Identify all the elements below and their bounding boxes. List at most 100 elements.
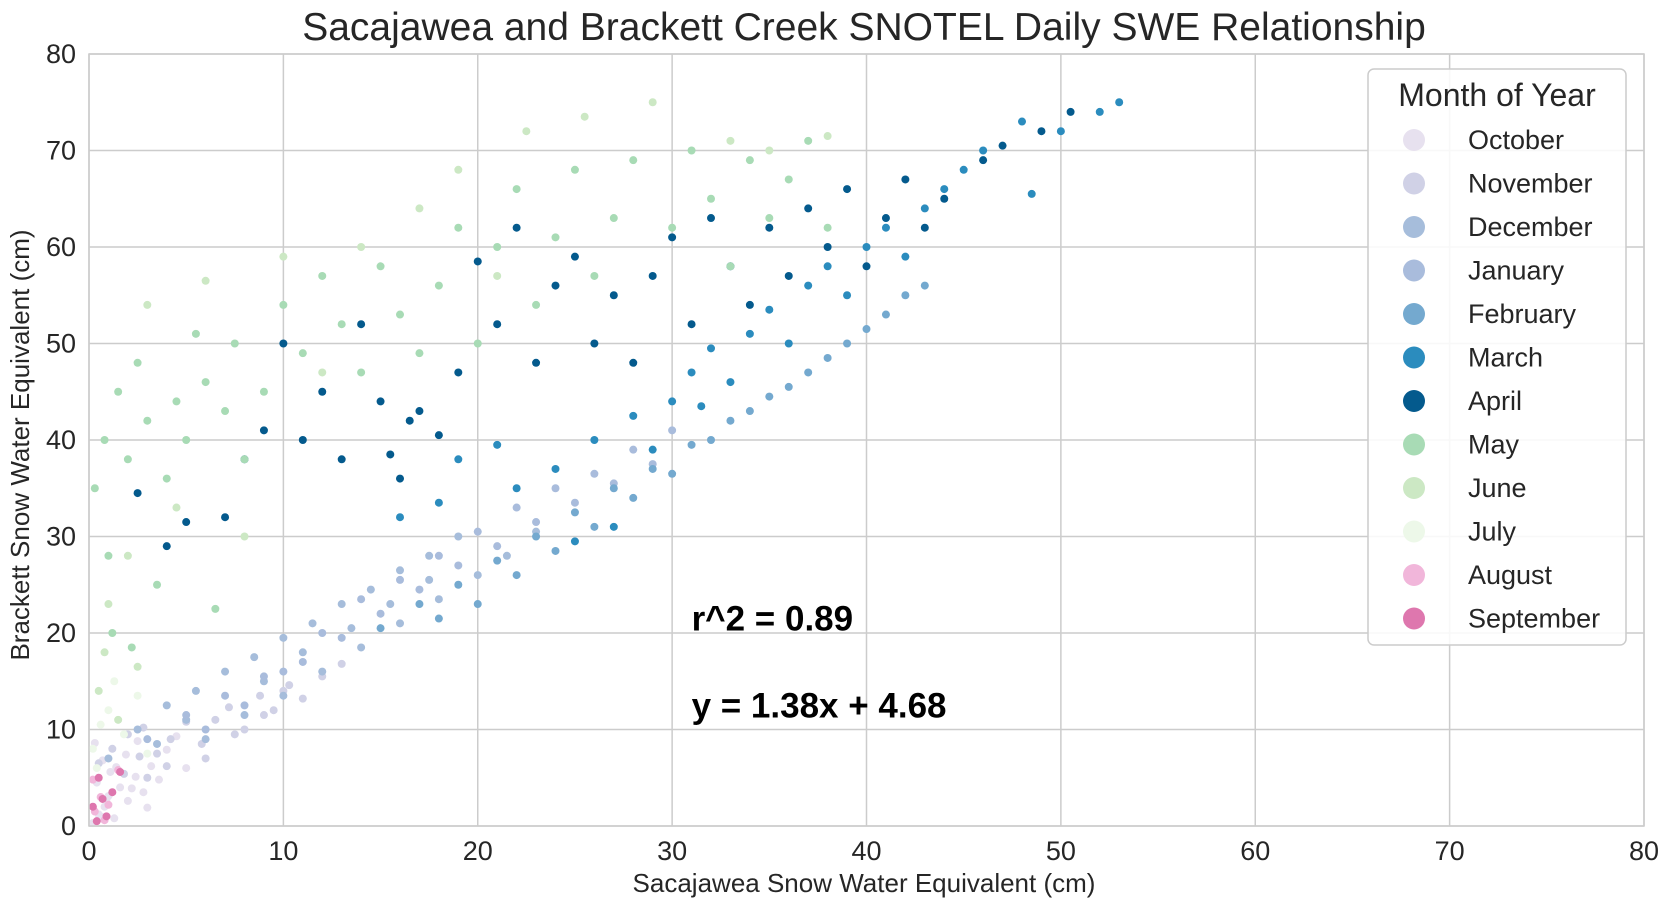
data-point bbox=[765, 305, 774, 314]
data-point bbox=[434, 431, 443, 440]
legend-label: September bbox=[1468, 604, 1600, 634]
data-point bbox=[279, 667, 288, 676]
data-point bbox=[143, 735, 152, 744]
data-point bbox=[697, 402, 706, 411]
data-points bbox=[88, 98, 1124, 828]
data-point bbox=[765, 223, 774, 232]
data-point bbox=[823, 132, 832, 141]
data-point bbox=[396, 513, 404, 522]
data-point bbox=[532, 532, 541, 541]
data-point bbox=[259, 711, 268, 720]
data-point bbox=[104, 800, 113, 809]
data-point bbox=[221, 513, 230, 522]
data-point bbox=[108, 629, 117, 637]
data-point bbox=[133, 662, 142, 671]
x-axis-ticks: 0 10 20 30 40 50 60 70 80 bbox=[81, 836, 1659, 866]
y-tick-label: 30 bbox=[46, 522, 76, 552]
data-point bbox=[415, 585, 424, 594]
data-point bbox=[230, 730, 239, 739]
data-point bbox=[570, 252, 579, 261]
data-point bbox=[629, 411, 638, 420]
data-point bbox=[726, 262, 735, 271]
data-point bbox=[133, 489, 142, 498]
data-point bbox=[143, 803, 152, 812]
legend-label: December bbox=[1468, 212, 1593, 242]
data-point bbox=[590, 522, 599, 531]
data-point bbox=[139, 788, 148, 797]
y-axis-ticks: 0 10 20 30 40 50 60 70 80 bbox=[46, 39, 76, 841]
data-point bbox=[454, 165, 463, 174]
data-point bbox=[256, 691, 265, 700]
data-point bbox=[153, 739, 162, 748]
data-point bbox=[473, 339, 482, 348]
data-point bbox=[434, 281, 443, 290]
legend-label: January bbox=[1468, 256, 1565, 286]
data-point bbox=[108, 788, 117, 797]
data-point bbox=[920, 204, 929, 213]
data-point bbox=[512, 571, 521, 580]
data-point bbox=[522, 127, 531, 136]
data-point bbox=[100, 648, 109, 657]
data-point bbox=[512, 484, 521, 493]
data-point bbox=[376, 262, 385, 271]
annotation-text: y = 1.38x + 4.68 bbox=[692, 686, 947, 725]
data-point bbox=[843, 291, 852, 300]
x-tick-label: 40 bbox=[851, 836, 881, 866]
data-point bbox=[396, 619, 404, 628]
data-point bbox=[201, 276, 210, 285]
data-point bbox=[191, 329, 200, 338]
data-point bbox=[1115, 98, 1124, 107]
data-point bbox=[687, 146, 696, 155]
data-point bbox=[1066, 107, 1075, 116]
legend-marker bbox=[1403, 564, 1425, 586]
data-point bbox=[493, 320, 502, 329]
data-point bbox=[259, 387, 268, 396]
data-point bbox=[901, 291, 910, 300]
data-point bbox=[629, 493, 638, 502]
chart-title: Sacajawea and Brackett Creek SNOTEL Dail… bbox=[302, 6, 1426, 49]
data-point bbox=[154, 775, 163, 784]
annotations: r^2 = 0.89 y = 1.38x + 4.68 bbox=[692, 600, 947, 726]
data-point bbox=[143, 749, 152, 758]
data-point bbox=[166, 735, 175, 744]
data-point bbox=[454, 532, 463, 541]
data-point bbox=[396, 575, 404, 584]
data-point bbox=[745, 407, 754, 416]
legend-label: July bbox=[1468, 517, 1517, 547]
legend-marker bbox=[1403, 303, 1425, 325]
data-point bbox=[357, 643, 366, 652]
data-point bbox=[88, 802, 97, 811]
data-point bbox=[551, 546, 560, 555]
data-point bbox=[143, 300, 152, 309]
data-point bbox=[318, 271, 327, 280]
data-point bbox=[434, 498, 443, 507]
data-point bbox=[347, 624, 356, 633]
data-point bbox=[240, 725, 249, 734]
data-point bbox=[98, 794, 107, 803]
data-point bbox=[590, 469, 599, 478]
legend-marker bbox=[1403, 259, 1425, 282]
data-point bbox=[104, 754, 113, 763]
data-point bbox=[240, 711, 249, 720]
data-point bbox=[143, 416, 152, 425]
data-point bbox=[473, 527, 482, 536]
data-point bbox=[298, 349, 307, 358]
plot-area-frame bbox=[88, 53, 1645, 827]
data-point bbox=[512, 223, 521, 232]
data-point bbox=[221, 407, 230, 416]
data-point bbox=[147, 762, 156, 771]
data-point bbox=[668, 233, 677, 242]
annotation-text: r^2 = 0.89 bbox=[692, 600, 854, 639]
data-point bbox=[133, 737, 142, 746]
data-point bbox=[357, 595, 366, 604]
data-point bbox=[425, 551, 434, 560]
data-point bbox=[182, 436, 191, 444]
legend-marker bbox=[1403, 477, 1425, 499]
data-point bbox=[133, 691, 142, 700]
data-point bbox=[590, 271, 599, 280]
y-axis-label: Brackett Snow Water Equivalent (cm) bbox=[5, 229, 35, 660]
data-point bbox=[881, 223, 890, 232]
data-point bbox=[745, 300, 754, 309]
data-point bbox=[298, 694, 307, 703]
data-point bbox=[230, 339, 239, 348]
